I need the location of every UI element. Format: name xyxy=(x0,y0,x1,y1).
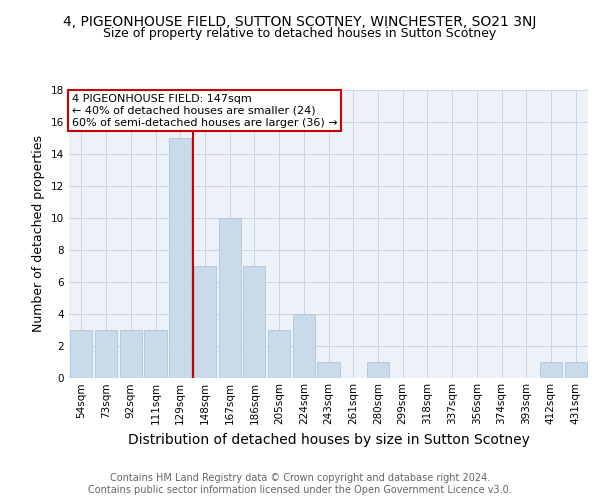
Bar xyxy=(95,330,117,378)
Text: 4 PIGEONHOUSE FIELD: 147sqm
← 40% of detached houses are smaller (24)
60% of sem: 4 PIGEONHOUSE FIELD: 147sqm ← 40% of det… xyxy=(71,94,337,128)
Bar xyxy=(119,330,142,378)
Text: Contains HM Land Registry data © Crown copyright and database right 2024.
Contai: Contains HM Land Registry data © Crown c… xyxy=(88,474,512,495)
Text: 4, PIGEONHOUSE FIELD, SUTTON SCOTNEY, WINCHESTER, SO21 3NJ: 4, PIGEONHOUSE FIELD, SUTTON SCOTNEY, WI… xyxy=(64,15,536,29)
Bar xyxy=(145,330,167,378)
Bar xyxy=(218,218,241,378)
Bar xyxy=(317,362,340,378)
Y-axis label: Number of detached properties: Number of detached properties xyxy=(32,135,46,332)
Bar xyxy=(70,330,92,378)
Bar xyxy=(194,266,216,378)
Bar xyxy=(243,266,265,378)
Bar xyxy=(565,362,587,378)
Bar xyxy=(293,314,315,378)
Bar xyxy=(268,330,290,378)
Bar xyxy=(169,138,191,378)
Text: Size of property relative to detached houses in Sutton Scotney: Size of property relative to detached ho… xyxy=(103,28,497,40)
Bar xyxy=(540,362,562,378)
X-axis label: Distribution of detached houses by size in Sutton Scotney: Distribution of detached houses by size … xyxy=(128,433,529,447)
Bar xyxy=(367,362,389,378)
